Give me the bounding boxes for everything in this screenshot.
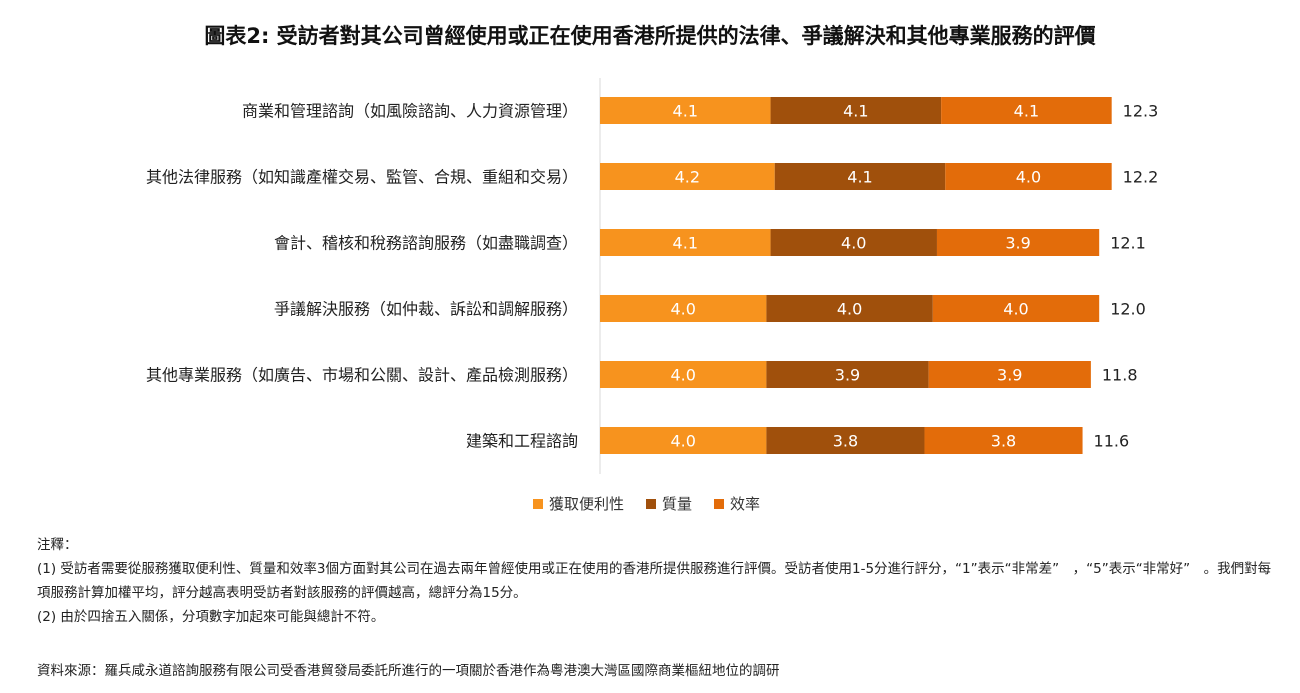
legend-label-access: 獲取便利性: [549, 495, 625, 513]
total-label: 11.6: [1094, 432, 1130, 451]
source-note: 資料來源：羅兵咸永道諮詢服務有限公司受香港貿發局委託所進行的一項關於香港作為粵港…: [37, 663, 780, 679]
bar-value-label: 4.1: [673, 234, 698, 253]
legend-label-efficiency: 效率: [730, 495, 761, 513]
bar-segment: [941, 97, 1112, 124]
bar-value-label: 4.0: [670, 366, 695, 385]
legend: 獲取便利性 質量 效率: [533, 493, 760, 514]
notes-heading: 注釋：: [37, 537, 78, 553]
bar-segment: [600, 427, 767, 454]
bar-segment: [766, 427, 925, 454]
bar-segment: [600, 163, 775, 190]
legend-swatch-access: [533, 498, 543, 509]
total-label: 12.1: [1110, 234, 1146, 253]
bar-value-label: 4.1: [843, 102, 868, 121]
category-label: 商業和管理諮詢（如風險諮詢、人力資源管理）: [242, 102, 578, 121]
bar-segment: [600, 295, 767, 322]
legend-item-quality: 質量: [646, 493, 692, 514]
bar-segment: [600, 361, 767, 388]
bar-value-label: 4.0: [1003, 300, 1028, 319]
legend-swatch-efficiency: [714, 498, 725, 509]
bar-value-label: 3.8: [833, 432, 858, 451]
category-label: 其他專業服務（如廣告、市場和公關、設計、產品檢測服務）: [146, 366, 578, 385]
total-label: 12.2: [1123, 168, 1159, 187]
bar-segment: [600, 229, 771, 256]
bar-value-label: 4.1: [673, 102, 698, 121]
bar-segment: [932, 295, 1100, 322]
total-label: 12.0: [1110, 300, 1146, 319]
bar-value-label: 4.0: [670, 432, 695, 451]
bar-value-label: 3.9: [997, 366, 1022, 385]
bar-segment: [936, 229, 1100, 256]
category-label: 建築和工程諮詢: [466, 432, 578, 451]
bar-segment: [774, 163, 946, 190]
bar-value-label: 4.1: [1014, 102, 1039, 121]
legend-item-efficiency: 效率: [714, 493, 760, 514]
bar-value-label: 4.0: [1016, 168, 1041, 187]
bar-segment: [766, 295, 933, 322]
bar-segment: [770, 229, 937, 256]
bar-segment: [766, 361, 929, 388]
total-label: 11.8: [1102, 366, 1138, 385]
total-label: 12.3: [1123, 102, 1159, 121]
bar-value-label: 4.0: [837, 300, 862, 319]
chart-title: 圖表2: 受訪者對其公司曾經使用或正在使用香港所提供的法律、爭議解決和其他專業服…: [204, 24, 1096, 48]
note-1: (1) 受訪者需要從服務獲取便利性、質量和效率3個方面對其公司在過去兩年曾經使用…: [37, 561, 1272, 601]
bar-value-label: 4.2: [675, 168, 700, 187]
bar-value-label: 3.8: [991, 432, 1016, 451]
bar-value-label: 3.9: [1005, 234, 1030, 253]
bar-segment: [924, 427, 1083, 454]
bar-value-label: 3.9: [835, 366, 860, 385]
category-label: 其他法律服務（如知識產權交易、監管、合規、重組和交易）: [146, 168, 578, 187]
bar-segment: [770, 97, 942, 124]
bar-value-label: 4.0: [841, 234, 866, 253]
notes: 注釋： (1) 受訪者需要從服務獲取便利性、質量和效率3個方面對其公司在過去兩年…: [37, 533, 1272, 629]
bar-value-label: 4.0: [670, 300, 695, 319]
bar-segment: [945, 163, 1112, 190]
note-2: (2) 由於四捨五入關係，分項數字加起來可能與總計不符。: [37, 609, 385, 625]
stacked-bar-chart: 商業和管理諮詢（如風險諮詢、人力資源管理） 4.1 4.1 4.1 12.3 其他法律服務…: [146, 78, 1159, 474]
bar-value-label: 4.1: [847, 168, 872, 187]
legend-label-quality: 質量: [662, 495, 693, 513]
legend-item-access: 獲取便利性: [533, 493, 624, 514]
category-label: 會計、稽核和稅務諮詢服務（如盡職調查）: [274, 234, 578, 253]
legend-swatch-quality: [646, 498, 657, 509]
bar-segment: [600, 97, 771, 124]
category-label: 爭議解決服務（如仲裁、訴訟和調解服務）: [274, 300, 578, 319]
bar-segment: [928, 361, 1091, 388]
